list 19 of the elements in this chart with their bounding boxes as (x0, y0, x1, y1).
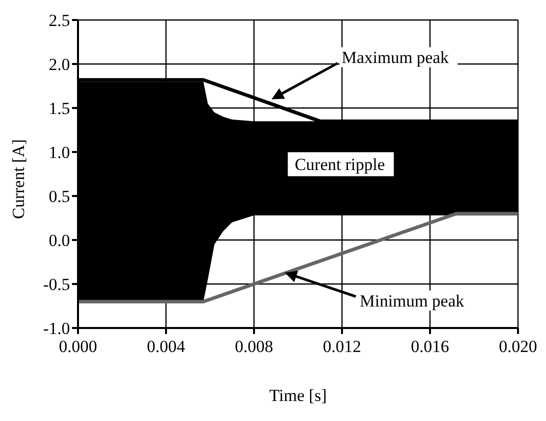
y-axis-title: Current [A] (9, 139, 28, 219)
y-tick-label: 0.5 (48, 187, 70, 206)
x-tick-label: 0.020 (498, 337, 538, 356)
y-tick-label: 2.0 (48, 55, 70, 74)
annotation: Minimum peak (360, 292, 465, 311)
x-axis-title: Time [s] (269, 386, 327, 405)
x-tick-label: 0.008 (234, 337, 274, 356)
x-tick-label: 0.000 (58, 337, 98, 356)
y-tick-label: 1.5 (48, 99, 70, 118)
x-tick-label: 0.004 (146, 337, 186, 356)
y-tick-label: 2.5 (48, 11, 70, 30)
annotation: Curent ripple (294, 155, 385, 174)
y-tick-label: 1.0 (48, 143, 70, 162)
annotation: Maximum peak (342, 48, 450, 68)
y-tick-label: 0.0 (48, 231, 70, 250)
x-tick-label: 0.012 (322, 337, 362, 356)
y-tick-label: -0.5 (43, 275, 70, 294)
y-tick-label: -1.0 (43, 319, 70, 338)
x-tick-label: 0.016 (410, 337, 450, 356)
